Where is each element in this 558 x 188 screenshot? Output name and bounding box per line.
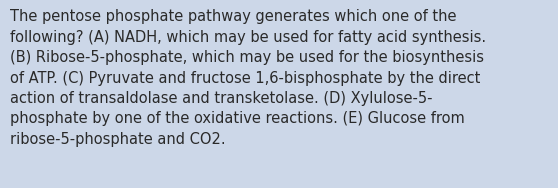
Text: The pentose phosphate pathway generates which one of the
following? (A) NADH, wh: The pentose phosphate pathway generates … [10, 9, 486, 147]
